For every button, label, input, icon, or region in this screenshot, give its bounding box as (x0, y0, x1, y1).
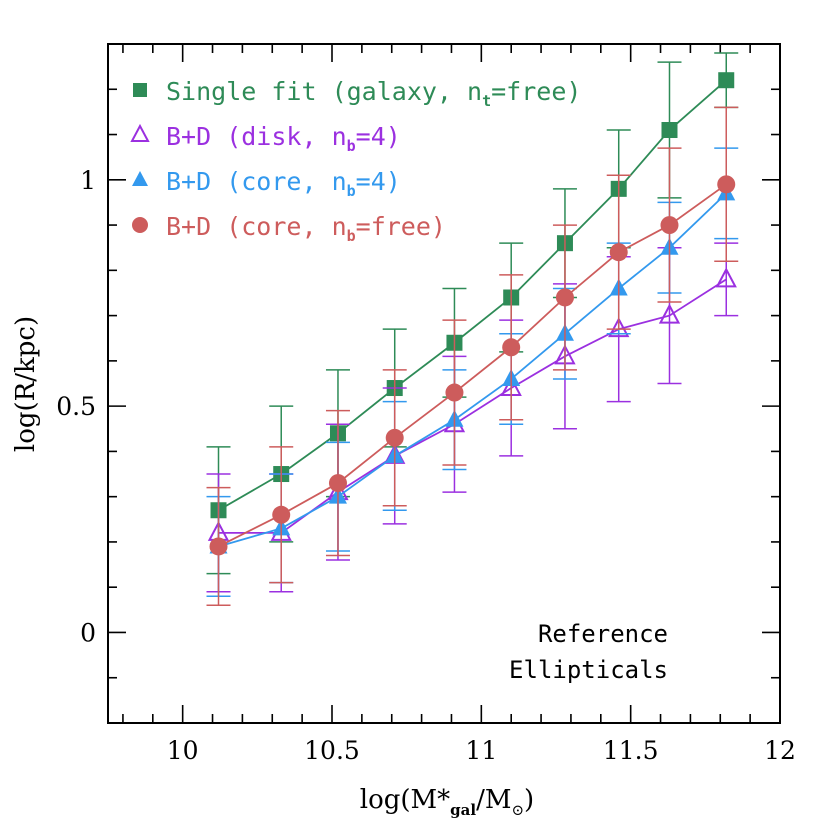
series-line (218, 183, 727, 548)
y-axis-title: log(R/kpc) (11, 316, 41, 452)
tick-labels: 10 10.5 11 11.5 12 0 0.5 1 (56, 166, 796, 765)
legend-label-main: Single fit (galaxy, n (166, 77, 482, 106)
data-point (502, 338, 521, 357)
data-point (209, 537, 228, 556)
x-axis-title-prefix: log(M* (360, 785, 450, 815)
y-tick-label: 1 (80, 166, 96, 195)
y-tick-label: 0.5 (56, 392, 96, 421)
plot-frame (107, 43, 781, 724)
data-point (661, 122, 678, 139)
annotation-line-1: Reference (538, 620, 668, 648)
legend-item-3: B+D (core, nb=free) (132, 212, 446, 245)
legend-label-sub: t (482, 92, 491, 110)
annotation-line-2: Ellipticals (509, 656, 668, 684)
legend-marker (130, 123, 150, 142)
series-line (218, 79, 727, 512)
legend-label: B+D (core, nb=4) (166, 167, 401, 200)
legend-label-rest: =free) (356, 212, 446, 241)
data-point (660, 216, 679, 235)
data-point (328, 474, 347, 493)
data-point (715, 267, 737, 288)
legend-marker (132, 171, 148, 186)
legend-label-sub: b (347, 227, 356, 245)
legend-marker (132, 217, 148, 233)
legend-item-0: Single fit (galaxy, nt=free) (133, 77, 581, 110)
legend-label-rest: =4) (356, 122, 401, 151)
legend-label: B+D (core, nb=free) (166, 212, 446, 245)
series-line (218, 192, 727, 548)
x-tick-label: 11 (465, 736, 497, 765)
data-point (718, 72, 735, 89)
legend-item-2: B+D (core, nb=4) (132, 167, 401, 200)
x-tick-label: 11.5 (603, 736, 659, 765)
data-point (385, 428, 404, 447)
legend-label-main: B+D (disk, n (166, 122, 347, 151)
legend-label: B+D (disk, nb=4) (166, 122, 401, 155)
x-tick-label: 12 (764, 736, 796, 765)
legend-label-sub: b (347, 137, 356, 155)
legend-label-main: B+D (core, n (166, 212, 347, 241)
legend-label-main: B+D (core, n (166, 167, 347, 196)
series-3 (206, 106, 739, 607)
legend-label-sub: b (347, 182, 356, 200)
data-point (609, 243, 628, 262)
legend-marker (133, 83, 147, 97)
x-tick-label: 10 (167, 736, 199, 765)
series-layer (206, 52, 739, 607)
legend-label-rest: =4) (356, 167, 401, 196)
data-point (555, 288, 574, 307)
y-tick-label: 0 (80, 618, 96, 647)
x-tick-label: 10.5 (304, 736, 360, 765)
data-point (717, 175, 736, 194)
x-axis-title: log(M*gal/M⊙) (360, 785, 534, 819)
legend-label: Single fit (galaxy, nt=free) (166, 77, 581, 110)
x-axis-title-suffix: ) (524, 785, 534, 815)
data-point (445, 383, 464, 402)
data-point (272, 505, 291, 524)
legend: Single fit (galaxy, nt=free)B+D (disk, n… (130, 77, 581, 245)
data-point (658, 303, 681, 324)
legend-label-rest: =free) (491, 77, 581, 106)
legend-item-1: B+D (disk, nb=4) (130, 122, 401, 155)
x-axis-title-sun: ⊙ (511, 801, 524, 819)
x-axis-title-mid: /M (476, 785, 511, 815)
data-point (608, 317, 630, 338)
x-axis-title-sub: gal (450, 801, 476, 819)
